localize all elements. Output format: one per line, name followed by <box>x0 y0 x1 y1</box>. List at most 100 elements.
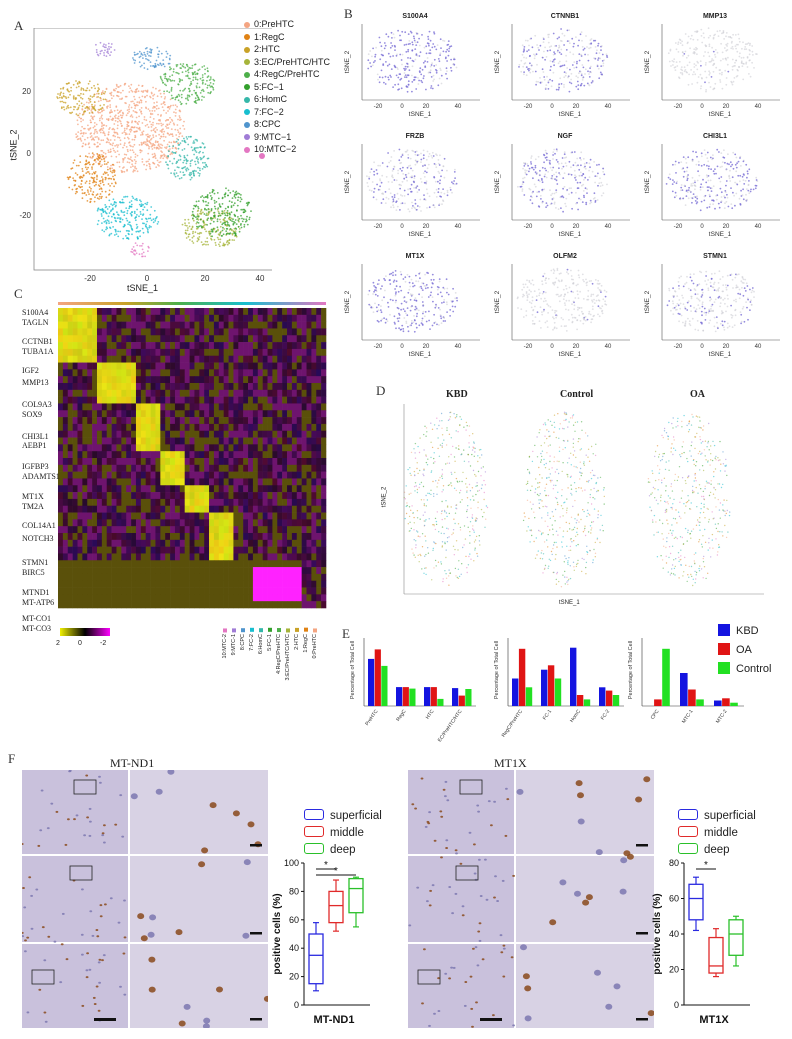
feature-point <box>542 71 545 73</box>
feature-point <box>536 311 539 314</box>
tsne-point <box>226 210 229 212</box>
feature-point <box>752 188 755 191</box>
feature-point <box>545 84 548 86</box>
feature-point <box>434 180 437 183</box>
tsne-point <box>205 163 208 166</box>
feature-point <box>674 191 677 194</box>
feature-point <box>697 304 700 306</box>
feature-point <box>418 293 420 296</box>
tsne-point <box>221 197 224 200</box>
tsne-point <box>189 165 192 167</box>
heatmap-cell <box>291 335 298 343</box>
feature-point <box>398 148 401 151</box>
feature-point <box>580 73 583 75</box>
feature-point <box>534 305 536 308</box>
tsne-point <box>122 167 124 169</box>
feature-point <box>371 55 373 58</box>
tsne-point <box>138 120 140 123</box>
feature-point <box>675 61 678 63</box>
feature-point <box>737 33 740 36</box>
feature-point <box>556 161 559 163</box>
tsne-point <box>213 192 216 195</box>
feature-point <box>375 169 378 171</box>
feature-point <box>388 279 391 282</box>
tsne-point <box>152 86 155 89</box>
tsne-point <box>94 87 96 90</box>
tsne-point <box>231 197 234 200</box>
feature-point <box>532 168 535 171</box>
feature-point <box>418 324 421 327</box>
feature-point <box>687 317 689 320</box>
feature-point <box>420 285 422 288</box>
feature-point <box>393 165 396 168</box>
tsne-point <box>74 180 77 182</box>
feature-point <box>737 174 740 177</box>
feature-point <box>431 273 434 276</box>
tsne-point <box>136 126 138 129</box>
feature-point <box>717 282 720 284</box>
tsne-point <box>194 71 196 73</box>
feature-point <box>720 200 723 203</box>
heatmap-cell <box>311 314 317 322</box>
feature-point <box>429 69 432 72</box>
tsne-point <box>211 196 213 199</box>
tsne-point <box>243 223 246 226</box>
feature-point <box>734 34 737 36</box>
tsne-point <box>110 203 112 206</box>
tsne-point <box>197 209 200 212</box>
feature-point <box>418 55 421 57</box>
feature-point <box>414 159 417 162</box>
tsne-point <box>106 50 109 52</box>
tsne-point <box>192 72 195 75</box>
feature-point <box>376 183 378 186</box>
feature-point <box>721 320 724 323</box>
feature-point <box>530 282 532 285</box>
tsne-point <box>241 220 244 223</box>
heatmap-cell <box>131 308 137 316</box>
feature-point <box>528 301 531 304</box>
heatmap-cell <box>213 328 220 336</box>
feature-point <box>411 65 414 68</box>
tsne-point <box>129 149 132 152</box>
heatmap-cell <box>174 321 181 329</box>
feature-point <box>391 181 393 183</box>
tsne-point <box>99 208 101 211</box>
tsne-point <box>73 159 76 162</box>
tsne-point <box>117 213 119 216</box>
tsne-point <box>190 146 193 149</box>
feature-point <box>579 174 581 177</box>
feature-point <box>552 71 555 74</box>
tsne-point <box>228 233 231 235</box>
tsne-point <box>141 143 143 145</box>
tsne-point <box>99 179 102 182</box>
feature-point <box>696 68 699 71</box>
feature-point <box>570 313 573 316</box>
tsne-point <box>96 53 99 56</box>
feature-point <box>392 271 394 274</box>
feature-point <box>572 53 575 56</box>
tsne-point <box>149 95 151 98</box>
feature-point <box>383 317 385 320</box>
tsne-point <box>214 241 217 244</box>
panel-a-tsne: -20 0 20 40 20 0 -20 tSNE_1 tSNE_2 <box>9 27 283 298</box>
tsne-point <box>115 144 118 146</box>
tsne-point <box>73 108 75 111</box>
tsne-point <box>65 107 68 110</box>
tsne-point <box>126 161 129 164</box>
tsne-point <box>201 142 204 144</box>
feature-point <box>714 49 717 51</box>
heatmap-cell <box>204 321 210 329</box>
heatmap-cell <box>131 335 137 343</box>
feature-point <box>523 56 525 59</box>
heatmap-cell <box>282 328 288 336</box>
tsne-point <box>92 191 95 193</box>
feature-point <box>525 291 528 293</box>
feature-point <box>745 48 748 50</box>
tsne-point <box>178 133 181 135</box>
tsne-point <box>95 181 98 184</box>
tsne-point <box>195 216 197 219</box>
tsne-point <box>148 54 150 57</box>
tsne-point <box>135 216 138 218</box>
feature-point <box>433 176 435 178</box>
feature-point <box>703 195 706 198</box>
